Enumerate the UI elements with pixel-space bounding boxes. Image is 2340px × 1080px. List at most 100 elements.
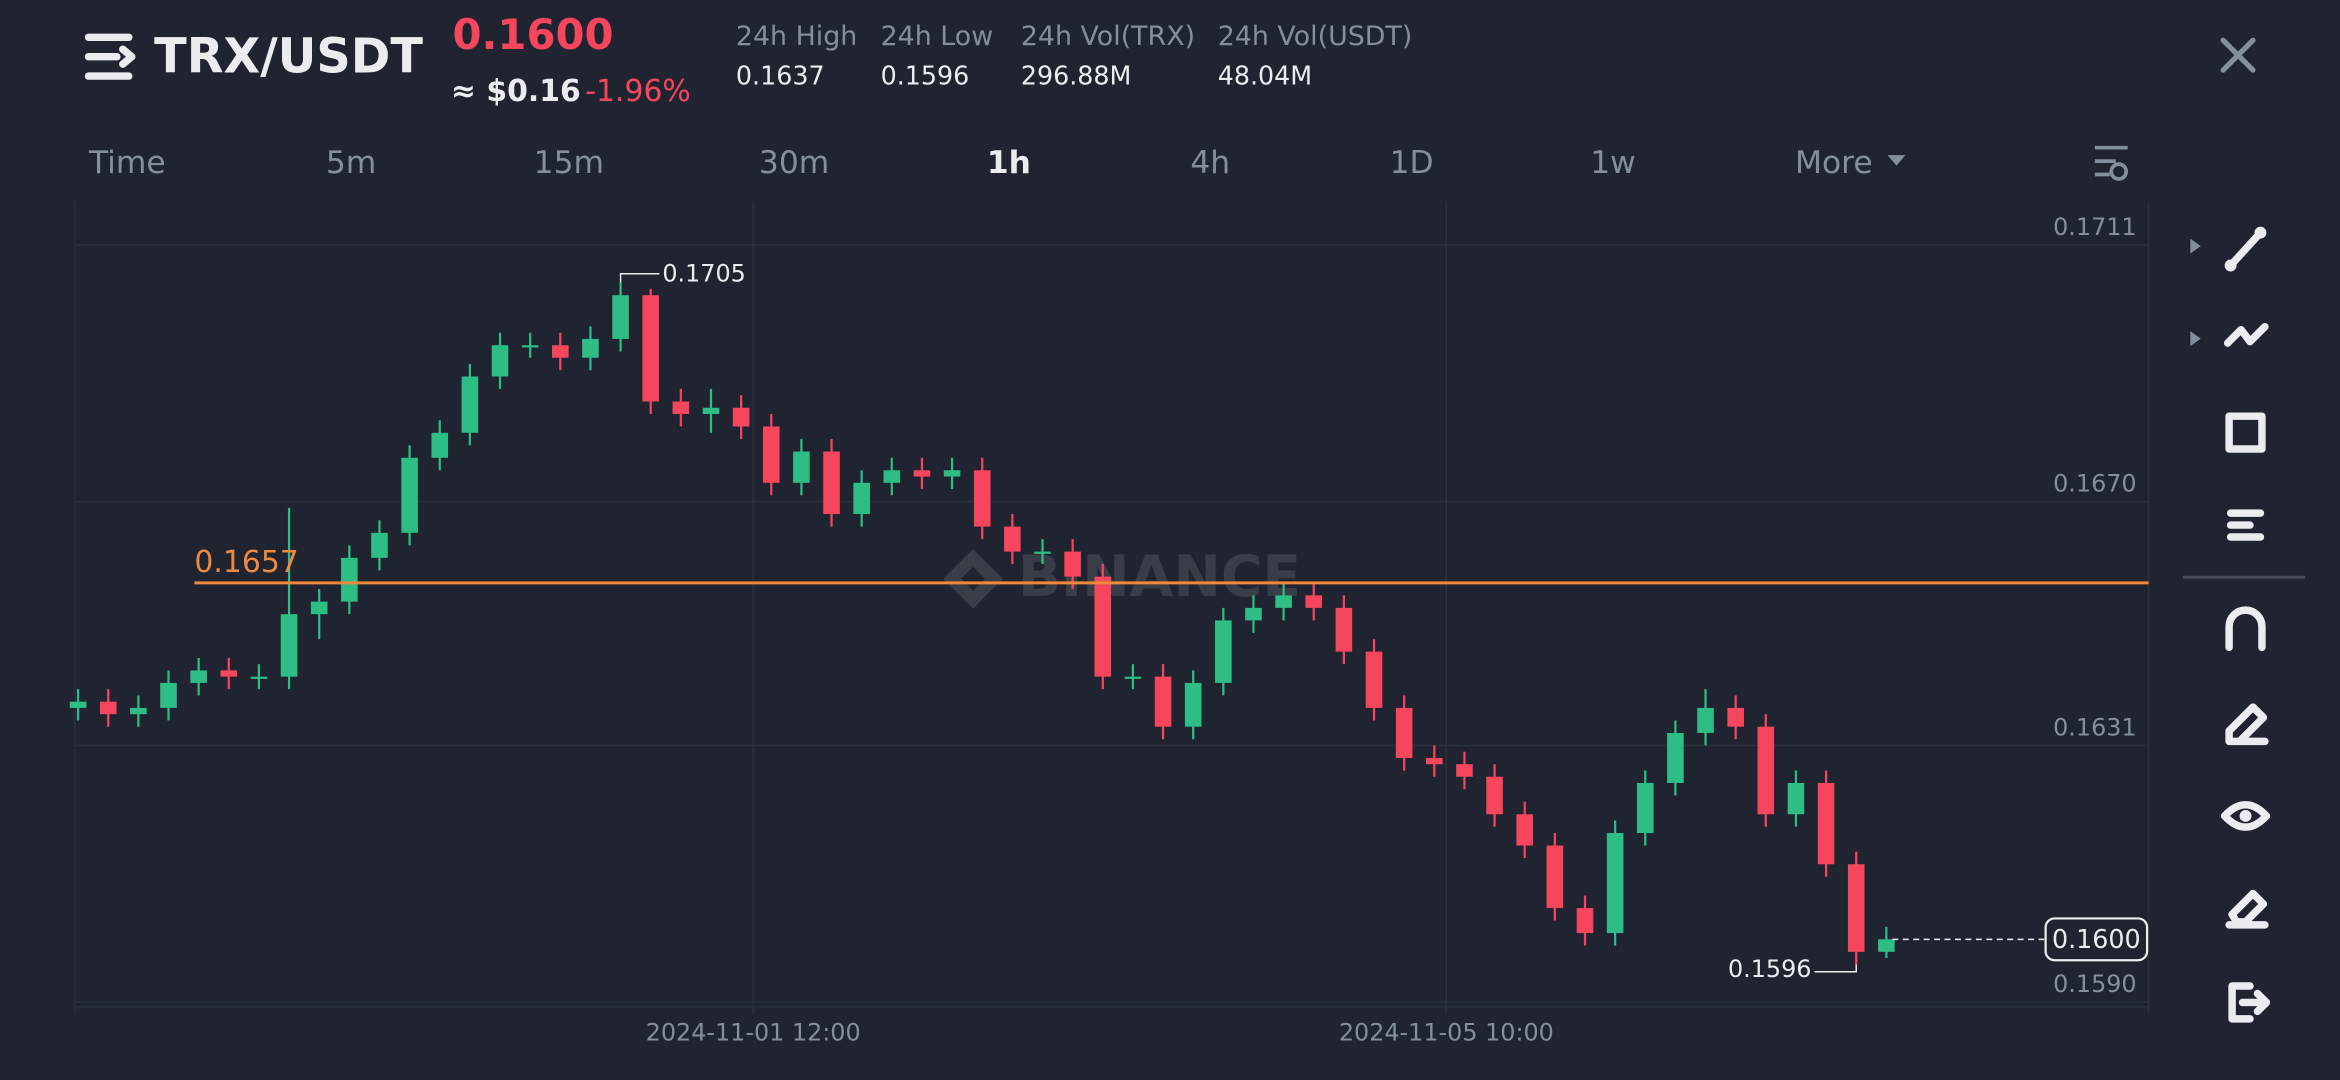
candle-body: [310, 601, 328, 615]
interval-tab[interactable]: 30m: [759, 145, 829, 181]
interval-tab[interactable]: 15m: [534, 145, 604, 181]
candle-body: [1365, 651, 1383, 708]
candle-body: [1817, 782, 1835, 865]
candle-body: [1395, 707, 1413, 758]
candle-body: [1878, 939, 1895, 952]
candle-body: [371, 532, 388, 558]
candle-body: [1064, 551, 1081, 577]
candle-body: [69, 701, 87, 708]
candle-body: [642, 295, 660, 402]
visibility-tool[interactable]: [2220, 801, 2271, 831]
candle-body: [582, 338, 599, 358]
candle-body: [341, 557, 358, 602]
interval-tab[interactable]: 4h: [1190, 145, 1230, 181]
last-price-box: [2044, 917, 2149, 962]
y-tick-label: 0.1711: [2053, 213, 2137, 241]
candle-body: [1305, 595, 1323, 608]
candle-body: [1697, 707, 1714, 733]
candle-body: [280, 614, 298, 677]
eraser-tool[interactable]: [2225, 889, 2269, 929]
magnet-tool[interactable]: [2225, 606, 2266, 652]
stat-value: 48.04M: [1218, 61, 1312, 91]
candle-body: [461, 376, 479, 433]
candlestick-chart: 0.1711 0.1670 0.1631 0.1590 2024-11-01 12:00…: [69, 201, 2150, 1046]
interval-tab[interactable]: More: [1795, 145, 1873, 181]
stat-value: 0.1596: [881, 61, 970, 91]
candle-body: [793, 451, 810, 483]
candle-body: [943, 470, 961, 477]
candle-body: [401, 457, 418, 533]
candle-body: [1576, 908, 1594, 934]
x-tick-label: 2024-11-01 12:00: [646, 1018, 861, 1046]
candle-body: [853, 482, 870, 515]
stat-label: 24h Vol(TRX): [1021, 21, 1195, 52]
x-tick-label: 2024-11-05 10:00: [1339, 1018, 1554, 1046]
y-tick-label: 0.1670: [2053, 470, 2137, 498]
last-price: 0.1600: [452, 10, 613, 59]
candle-body: [1335, 607, 1353, 652]
candle-body: [1245, 607, 1262, 621]
drawing-toolbar: [2182, 226, 2306, 1023]
candle-body: [521, 345, 539, 348]
candle-body: [1727, 707, 1744, 727]
candle-body: [250, 676, 268, 679]
high-label: 0.1705: [662, 260, 746, 288]
candle-body: [1094, 576, 1112, 677]
candle-body: [1426, 757, 1443, 765]
candle-body: [1606, 833, 1624, 934]
pair-name[interactable]: TRX/USDT: [154, 30, 423, 85]
candle-body: [1516, 814, 1533, 846]
candle-body: [823, 451, 840, 515]
y-tick-label: 0.1631: [2053, 714, 2137, 742]
candle-body: [1154, 676, 1172, 727]
candle-body: [220, 670, 238, 677]
stat-value: 296.88M: [1021, 61, 1132, 91]
trend-line-tool[interactable]: [2224, 226, 2267, 272]
candle-body: [1636, 782, 1654, 834]
interval-tabs: Time 5m 15m 30m 1h 4h 1D 1w More: [88, 145, 1906, 181]
text-tool[interactable]: [2226, 509, 2265, 541]
close-button[interactable]: [2220, 37, 2256, 73]
fib-tool[interactable]: [2223, 322, 2269, 347]
candle-body: [1456, 764, 1473, 777]
candle-body: [973, 470, 991, 527]
candle-body: [431, 432, 449, 458]
pencil-tool[interactable]: [2225, 703, 2269, 746]
candle-body: [762, 426, 780, 483]
chart-settings-button[interactable]: [2094, 145, 2129, 181]
candle-body: [732, 407, 750, 427]
candle-body: [1275, 595, 1292, 608]
price-usd: ≈ $0.16: [451, 74, 581, 109]
candle-body: [1184, 682, 1202, 727]
y-tick-label: 0.1590: [2053, 970, 2137, 998]
menu-button[interactable]: [84, 33, 136, 80]
candle-body: [1787, 782, 1805, 815]
high-marker: [619, 272, 660, 283]
candle-body: [672, 401, 690, 415]
candle-body: [1215, 620, 1232, 683]
interval-tab[interactable]: 5m: [326, 145, 376, 181]
price-change: -1.96%: [585, 74, 691, 109]
rectangle-tool[interactable]: [2225, 412, 2266, 453]
candle-body: [491, 345, 509, 377]
dropdown-arrow: [1887, 155, 1906, 166]
watermark-text: BINANCE: [1018, 544, 1301, 610]
low-label: 0.1596: [1728, 955, 1812, 983]
stat-value: 0.1637: [736, 61, 825, 91]
interval-tab[interactable]: 1w: [1590, 145, 1636, 181]
candle-body: [1124, 676, 1142, 679]
candle-body: [1486, 776, 1503, 815]
candle-body: [1004, 526, 1021, 552]
candle-body: [160, 682, 177, 708]
exit-drawing-tool[interactable]: [2228, 982, 2271, 1023]
interval-tab[interactable]: 1h: [987, 145, 1031, 181]
candle-body: [99, 701, 117, 715]
candle-body: [1034, 551, 1051, 554]
interval-tab[interactable]: Time: [88, 145, 166, 181]
candle-body: [190, 670, 207, 683]
candle-body: [130, 707, 147, 715]
interval-tab[interactable]: 1D: [1390, 145, 1434, 181]
